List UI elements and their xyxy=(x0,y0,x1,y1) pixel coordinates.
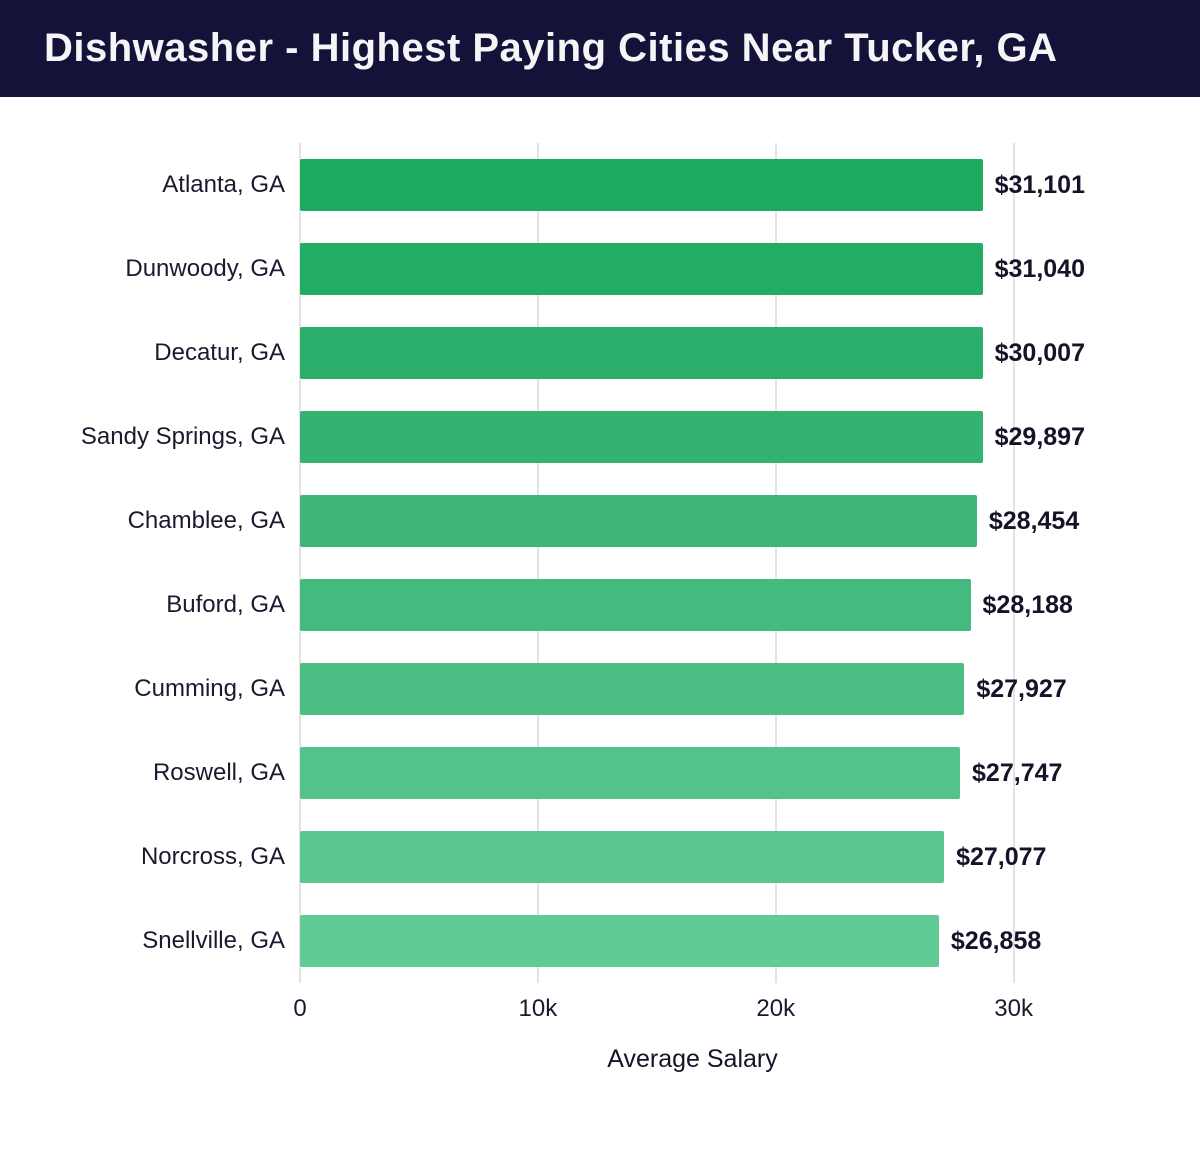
value-label: $28,188 xyxy=(982,590,1073,619)
chart-title: Dishwasher - Highest Paying Cities Near … xyxy=(44,26,1058,70)
category-label: Snellville, GA xyxy=(142,927,285,954)
value-label: $28,454 xyxy=(988,506,1080,535)
bar-row: Roswell, GA $27,747 xyxy=(0,731,1200,815)
gridline xyxy=(774,143,777,983)
category-label: Chamblee, GA xyxy=(127,507,285,534)
category-label: Norcross, GA xyxy=(140,843,285,870)
gridline xyxy=(299,143,301,983)
bar xyxy=(300,495,977,547)
bar xyxy=(300,831,945,883)
category-label: Sandy Springs, GA xyxy=(80,423,285,450)
x-tick-label: 0 xyxy=(293,995,307,1022)
value-label: $27,927 xyxy=(976,674,1067,703)
category-label: Decatur, GA xyxy=(154,339,285,366)
bar-track: $31,101 xyxy=(300,159,1085,211)
category-label: Dunwoody, GA xyxy=(125,255,285,282)
bar-rows: Atlanta, GA $31,101 Dunwoody, GA $31,040 Dec… xyxy=(0,143,1200,983)
bar-track: $28,188 xyxy=(300,579,1085,631)
bar-row: Cumming, GA $27,927 xyxy=(0,647,1200,731)
value-label: $27,077 xyxy=(956,842,1047,871)
bar xyxy=(300,243,983,295)
bar-track: $27,927 xyxy=(300,663,1085,715)
bar-track: $27,077 xyxy=(300,831,1085,883)
bar-row: Atlanta, GA $31,101 xyxy=(0,143,1200,227)
value-label: $31,040 xyxy=(994,254,1085,283)
bar xyxy=(300,159,983,211)
category-label: Cumming, GA xyxy=(134,675,285,702)
bar xyxy=(300,579,971,631)
x-tick-label: 10k xyxy=(518,995,558,1022)
bar-chart: Atlanta, GA $31,101 Dunwoody, GA $31,040 Dec… xyxy=(0,105,1200,1073)
x-axis-title: Average Salary xyxy=(607,1045,778,1073)
category-label: Atlanta, GA xyxy=(162,171,285,198)
bar-row: Buford, GA $28,188 xyxy=(0,563,1200,647)
x-tick-label: 30k xyxy=(994,995,1033,1022)
value-label: $30,007 xyxy=(994,338,1085,367)
bar-track: $30,007 xyxy=(300,327,1085,379)
bar-row: Dunwoody, GA $31,040 xyxy=(0,227,1200,311)
gridline xyxy=(1012,143,1015,983)
title-bar: Dishwasher - Highest Paying Cities Near … xyxy=(0,0,1200,97)
x-tick-label: 20k xyxy=(756,995,796,1022)
value-label: $26,858 xyxy=(950,926,1042,955)
bar xyxy=(300,915,939,967)
value-label: $29,897 xyxy=(994,422,1085,451)
bar-row: Decatur, GA $30,007 xyxy=(0,311,1200,395)
category-label: Roswell, GA xyxy=(152,759,285,786)
bar-row: Norcross, GA $27,077 xyxy=(0,815,1200,899)
category-label: Buford, GA xyxy=(166,591,285,618)
bar-row: Chamblee, GA $28,454 xyxy=(0,479,1200,563)
bar-track: $29,897 xyxy=(300,411,1085,463)
bar xyxy=(300,663,965,715)
bar-track: $26,858 xyxy=(300,915,1085,967)
bar-track: $31,040 xyxy=(300,243,1085,295)
bar-track: $27,747 xyxy=(300,747,1085,799)
value-label: $27,747 xyxy=(972,758,1063,787)
gridline xyxy=(536,143,539,983)
plot-area xyxy=(299,143,1085,983)
value-label: $31,101 xyxy=(994,170,1085,199)
bar-row: Sandy Springs, GA $29,897 xyxy=(0,395,1200,479)
bar-row: Snellville, GA $26,858 xyxy=(0,899,1200,983)
bar xyxy=(300,411,983,463)
x-axis: 0 10k 20k 30k xyxy=(293,995,1085,1029)
bar xyxy=(300,327,983,379)
bar-track: $28,454 xyxy=(300,495,1085,547)
bar xyxy=(300,747,961,799)
